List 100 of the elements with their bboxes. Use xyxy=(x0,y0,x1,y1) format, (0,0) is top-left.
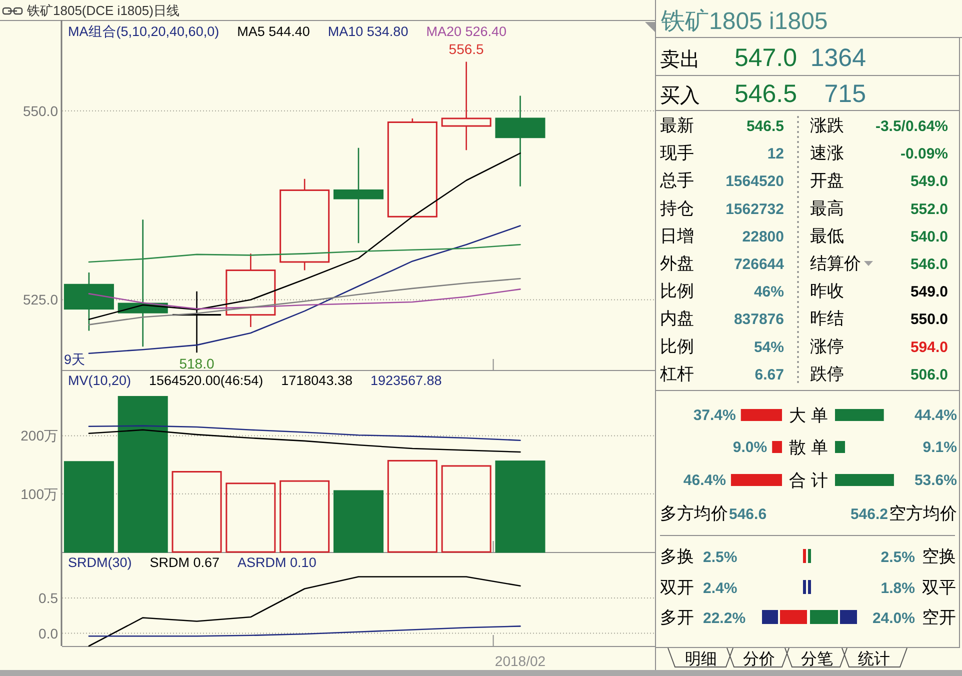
legend-title: MA组合(5,10,20,40,60,0) xyxy=(68,24,220,39)
line-series xyxy=(88,225,521,354)
text: 比例 xyxy=(660,336,694,356)
candlestick xyxy=(64,272,114,332)
text: 2.5% xyxy=(703,549,738,566)
candlestick xyxy=(226,253,276,328)
text: 6.67 xyxy=(754,366,784,384)
y-tick-label: 散 单 xyxy=(789,438,828,457)
y-tick-label: 0.5 xyxy=(38,590,58,606)
text: 54% xyxy=(754,338,784,356)
text: 多方均价 xyxy=(660,504,728,523)
text: 结算价 xyxy=(810,254,861,273)
text: 最新 xyxy=(660,116,694,135)
bar xyxy=(495,460,546,553)
text: 分笔 xyxy=(801,651,833,668)
text: -0.09% xyxy=(900,146,948,163)
text: 多换 xyxy=(660,547,694,566)
data-label: 37.4% xyxy=(693,407,736,424)
data-label: 9.1% xyxy=(922,439,957,456)
bar xyxy=(387,460,438,553)
annotation: 556.5 xyxy=(448,40,484,57)
text: 外盘 xyxy=(660,254,694,273)
text: 546.6 xyxy=(729,506,767,523)
text: 双平 xyxy=(922,578,956,597)
y-tick-label: 0.0 xyxy=(38,625,58,642)
line-series xyxy=(88,244,521,263)
text: 昨结 xyxy=(810,309,844,328)
text: 跌停 xyxy=(810,364,844,384)
x-tick-label: 2018/02 xyxy=(494,653,546,669)
y-tick-label: 大 单 xyxy=(789,406,828,425)
text: 546.5 xyxy=(734,80,797,108)
text: 速涨 xyxy=(810,144,844,163)
legend-title: MV(10,20) xyxy=(68,373,132,388)
text: 内盘 xyxy=(660,309,694,328)
text: 22800 xyxy=(742,228,784,246)
candlestick xyxy=(333,147,384,244)
candlestick xyxy=(280,178,330,271)
text: 552.0 xyxy=(910,200,948,218)
text: 24.0% xyxy=(872,610,915,627)
text: 546.0 xyxy=(910,256,948,273)
data-label: 44.4% xyxy=(914,407,957,424)
text: 统计 xyxy=(858,650,890,668)
text: 明细 xyxy=(685,651,717,668)
text: 双开 xyxy=(660,578,694,597)
text: 多开 xyxy=(660,608,694,627)
line-series xyxy=(88,278,521,326)
text: 铁矿1805 i1805 xyxy=(660,8,828,35)
annotation: 9天 xyxy=(64,352,86,367)
bar xyxy=(172,471,222,553)
candlestick xyxy=(495,95,546,188)
bar xyxy=(226,482,276,553)
text: 最高 xyxy=(810,198,844,218)
text: 12 xyxy=(767,146,784,163)
text: 1562732 xyxy=(726,200,784,218)
bar xyxy=(441,465,492,553)
text: 买入 xyxy=(660,85,700,107)
text: 2.5% xyxy=(880,549,915,566)
text: 2.4% xyxy=(703,580,738,597)
y-tick-label: 525.0 xyxy=(22,292,58,308)
text: 549.0 xyxy=(910,284,948,301)
line-series xyxy=(88,576,521,647)
annotation: 1564520.00(46:54) xyxy=(149,373,264,388)
bar xyxy=(118,396,168,553)
y-tick-label: 550.0 xyxy=(22,102,58,119)
text: 卖出 xyxy=(660,49,700,71)
text: 594.0 xyxy=(910,338,948,356)
text: 杠杆 xyxy=(659,364,694,384)
text: 空开 xyxy=(922,608,956,627)
text: 1923567.88 xyxy=(370,373,442,388)
text: 715 xyxy=(824,80,866,108)
text: 现手 xyxy=(660,144,694,163)
text: 日增 xyxy=(660,226,694,246)
y-tick-label: 200万 xyxy=(20,428,58,444)
text: 1564520 xyxy=(726,173,784,190)
data-label: 46.4% xyxy=(683,472,726,489)
text: 550.0 xyxy=(910,311,948,328)
bar xyxy=(333,490,384,553)
text: 比例 xyxy=(660,282,694,301)
line-series xyxy=(88,425,521,442)
text: 1364 xyxy=(810,44,866,72)
annotation: 518.0 xyxy=(179,356,214,372)
text: 546.5 xyxy=(746,118,784,135)
text: 空换 xyxy=(922,547,956,566)
data-label: 53.6% xyxy=(914,472,957,489)
text: 1718043.38 xyxy=(281,373,352,388)
text: 546.2 xyxy=(850,506,888,523)
y-tick-label: 100万 xyxy=(20,486,58,502)
data-label: 9.0% xyxy=(732,439,768,456)
text: 837876 xyxy=(734,311,784,328)
text: 涨停 xyxy=(810,336,844,356)
text: 开盘 xyxy=(810,171,844,190)
text: ASRDM 0.10 xyxy=(238,555,316,570)
text: 涨跌 xyxy=(810,116,844,135)
legend-title: SRDM(30) xyxy=(68,555,132,570)
text: 空方均价 xyxy=(889,504,957,523)
line-series xyxy=(88,288,521,310)
bar xyxy=(280,480,330,553)
text: 1.8% xyxy=(880,580,915,597)
text: 22.2% xyxy=(703,610,746,627)
text: MA5 544.40 xyxy=(237,24,310,39)
